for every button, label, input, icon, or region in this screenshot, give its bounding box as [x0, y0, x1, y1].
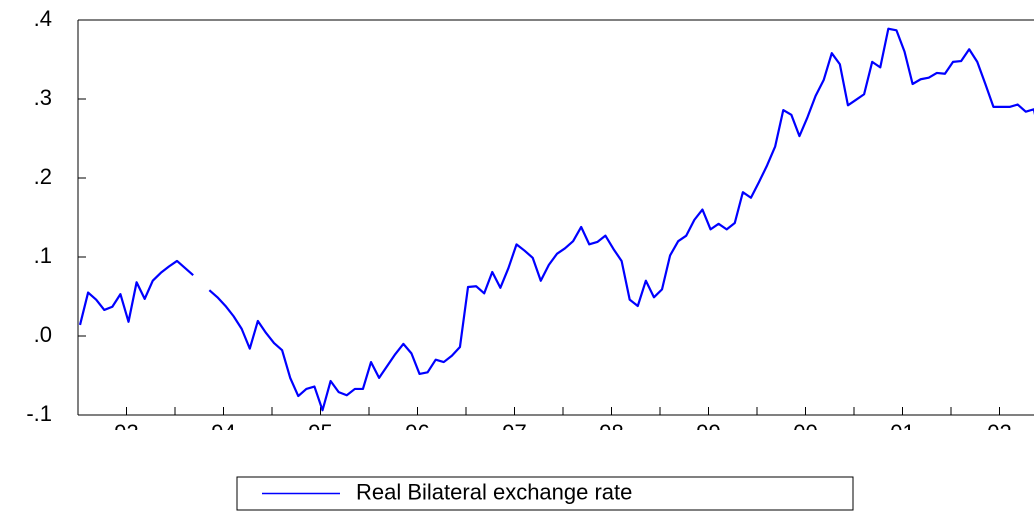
x-tick-label: 02 [987, 420, 1011, 445]
x-tick-label: 99 [696, 420, 720, 445]
y-tick-label: .3 [34, 85, 52, 110]
x-tick-label: 96 [405, 420, 429, 445]
legend-label: Real Bilateral exchange rate [356, 479, 632, 504]
y-tick-label: -.1 [26, 401, 52, 426]
x-tick-label: 94 [211, 420, 235, 445]
y-tick-label: .0 [34, 322, 52, 347]
y-tick-label: .1 [34, 243, 52, 268]
plot-area: 93 94 95 96 97 98 99 00 01 02 [78, 27, 1034, 445]
x-tick-label: 00 [793, 420, 817, 445]
y-tick-label: .4 [34, 6, 52, 31]
x-tick-label: 98 [599, 420, 623, 445]
x-tick-label: 95 [308, 420, 332, 445]
y-tick-label: .2 [34, 164, 52, 189]
x-tick-label: 01 [890, 420, 914, 445]
x-tick-label: 93 [114, 420, 138, 445]
x-tick-label: 97 [502, 420, 526, 445]
series-line [78, 27, 1034, 412]
